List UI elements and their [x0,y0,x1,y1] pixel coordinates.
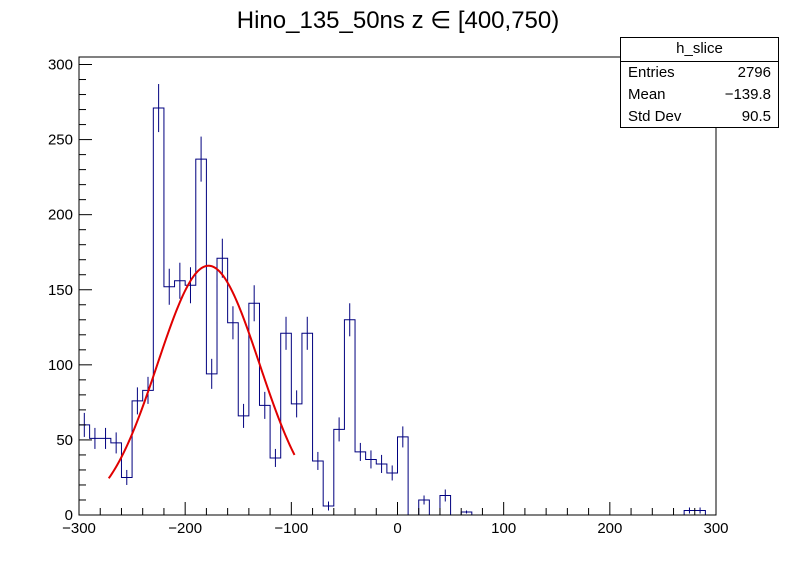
x-tick-label: −100 [274,520,308,537]
x-tick-label: −200 [168,520,202,537]
histogram-bin [355,452,366,515]
error-bars-layer [83,84,701,514]
stats-row-mean: Mean −139.8 [621,84,778,106]
stats-box: h_slice Entries 2796 Mean −139.8 Std Dev… [620,37,779,128]
histogram-layer [78,107,716,516]
histogram-bin [238,416,249,515]
histogram-bin [143,390,154,515]
stats-label-mean: Mean [628,86,666,103]
histogram-bin [196,159,207,515]
histogram-bin [302,333,313,515]
chart-title: Hino_135_50ns z ∈ [400,750) [236,7,560,34]
x-tick-label: 100 [491,520,516,537]
histogram-bin [281,333,292,515]
histogram-bin [206,374,217,515]
histogram-bin [132,401,143,515]
y-tick-label: 300 [48,57,73,74]
histogram-bin [398,437,409,515]
y-tick-label: 50 [56,432,73,449]
fit-layer [107,264,296,479]
stats-value-stddev: 90.5 [741,108,771,125]
histogram-bin [185,285,196,515]
tick-labels-layer: −300 −200 −100 0 100 200 300 0 50 100 150 200 250 300 [48,57,729,537]
stats-box-title: h_slice [621,38,778,62]
stats-row-entries: Entries 2796 [621,62,778,84]
x-tick-label: 0 [393,520,401,537]
histogram-bin [228,323,239,515]
histogram-bin [344,320,355,515]
stats-value-mean: −139.8 [724,86,771,103]
histogram-bin [291,404,302,515]
histogram-bin [90,438,101,515]
histogram-bin [217,258,228,515]
histogram-bin [111,443,122,515]
stats-value-entries: 2796 [737,64,771,81]
histogram-bin [334,429,345,515]
y-tick-label: 150 [48,282,73,299]
histogram-bin [175,281,186,515]
histogram-bin [259,405,270,515]
fit-curve [107,264,296,479]
y-tick-label: 200 [48,207,73,224]
axes-layer [78,56,717,516]
stats-label-stddev: Std Dev [628,108,682,125]
y-tick-label: 0 [65,507,73,524]
y-tick-label: 100 [48,357,73,374]
y-tick-label: 250 [48,132,73,149]
histogram-outline [78,107,716,516]
stats-label-entries: Entries [628,64,675,81]
x-tick-label: 300 [703,520,728,537]
stats-row-stddev: Std Dev 90.5 [621,106,778,128]
x-tick-label: 200 [597,520,622,537]
histogram-bin [153,108,164,515]
x-tick-label: −300 [62,520,96,537]
